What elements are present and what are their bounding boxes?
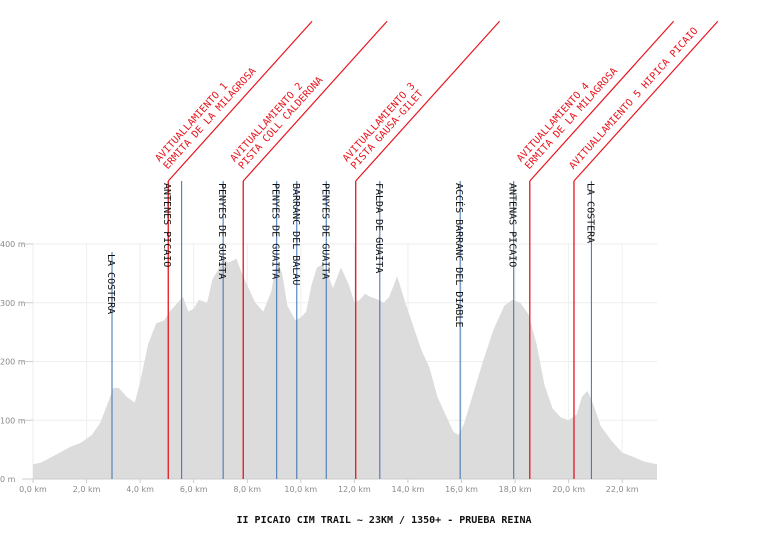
aid-station-leader [573, 20, 719, 182]
poi-label: BARRANC DEL BALAU [290, 183, 301, 285]
poi-label: PENYES DE GUAITA [270, 183, 281, 279]
y-tick-label: 100 m [0, 416, 26, 425]
x-tick-label: 16,0 km [445, 485, 478, 494]
x-tick-label: 8,0 km [233, 485, 261, 494]
axes: 0,0 km 2,0 km 4,0 km 6,0 km 8,0 km 10,0 km 12,… [0, 240, 657, 494]
aid-station-leader [355, 20, 501, 182]
aid-station-label: ERMITA DE LA MILAGROSA [523, 66, 620, 172]
y-tick-label: 400 m [0, 240, 26, 249]
poi-label: PENYES DE GUAITA [216, 183, 227, 279]
route-markers [111, 20, 719, 479]
x-tick-label: 12,0 km [338, 485, 371, 494]
x-tick-label: 18,0 km [499, 485, 532, 494]
y-tick-label: 200 m [0, 358, 26, 367]
poi-label: ACCÉS BARRANC DEL DIABLE [453, 183, 466, 328]
poi-label: ANTENES PICAIO [161, 183, 172, 267]
aid-station-leader [167, 20, 313, 182]
elevation-area [33, 258, 657, 479]
x-tick-label: 10,0 km [284, 485, 317, 494]
aid-station-label: AVITUALLAMIENTO 3 [341, 81, 418, 164]
x-tick-label: 0,0 km [19, 485, 47, 494]
poi-label: FALDA DE GUAITA [373, 183, 384, 273]
aid-station-leader [529, 20, 675, 182]
poi-label: LA COSTERA [105, 254, 116, 314]
x-tick-label: 20,0 km [552, 485, 585, 494]
chart-title: II PICAIO CIM TRAIL ~ 23KM / 1350+ - PRU… [236, 515, 531, 526]
x-tick-label: 4,0 km [126, 485, 154, 494]
y-tick-label: 300 m [0, 299, 26, 308]
x-tick-label: 6,0 km [180, 485, 208, 494]
y-tick-label: 0 m [0, 475, 16, 484]
poi-label: LA COSTERA [584, 183, 595, 243]
marker-labels: LA COSTERA ANTENES PICAIO PENYES DE GUAITA… [105, 26, 701, 328]
aid-station-label: PISTA GAUSA-GILET [349, 88, 426, 171]
x-tick-label: 22,0 km [606, 485, 639, 494]
poi-label: ANTENAS PICAIO [507, 183, 518, 267]
poi-label: PENYES DE GUAITA [319, 183, 330, 279]
x-tick-label: 14,0 km [392, 485, 425, 494]
x-tick-label: 2,0 km [73, 485, 101, 494]
aid-station-leader [242, 20, 388, 182]
aid-station-label: AVITUALLAMIENTO 1 [154, 81, 231, 164]
